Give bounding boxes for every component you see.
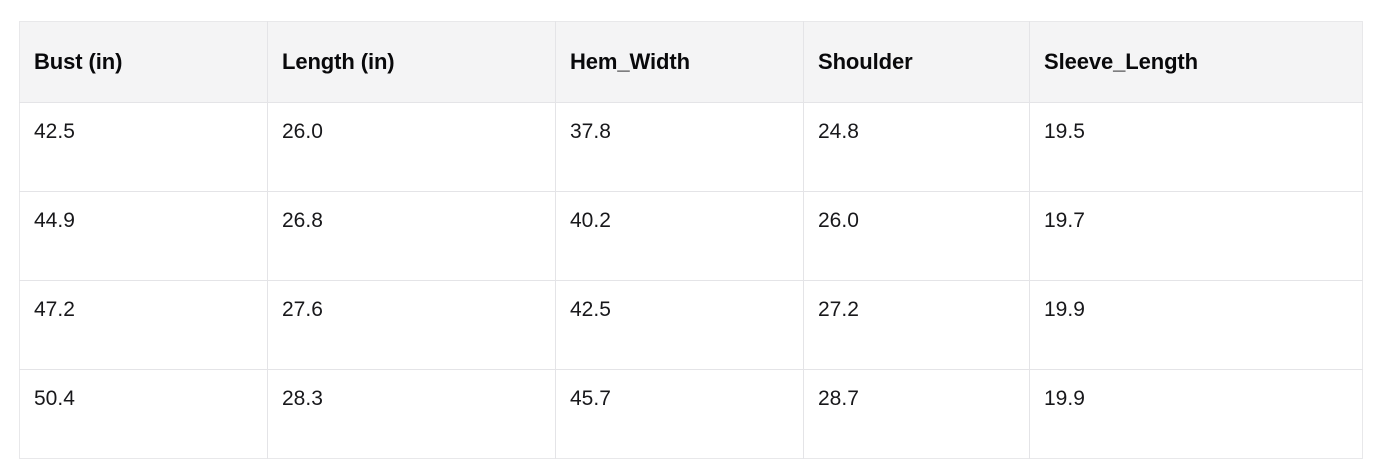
cell-length: 28.3 — [267, 369, 556, 459]
size-chart-table: Bust (in) Length (in) Hem_Width Shoulder… — [19, 21, 1363, 459]
cell-sleeve-length: 19.9 — [1029, 280, 1363, 370]
header-row: Bust (in) Length (in) Hem_Width Shoulder… — [19, 21, 1363, 103]
cell-sleeve-length: 19.7 — [1029, 191, 1363, 281]
page-root: Bust (in) Length (in) Hem_Width Shoulder… — [19, 21, 1363, 459]
column-header-hem-width[interactable]: Hem_Width — [555, 21, 804, 103]
cell-length: 27.6 — [267, 280, 556, 370]
table-row: 47.2 27.6 42.5 27.2 19.9 — [19, 280, 1363, 370]
cell-length: 26.8 — [267, 191, 556, 281]
cell-shoulder: 27.2 — [803, 280, 1030, 370]
cell-length: 26.0 — [267, 102, 556, 192]
cell-shoulder: 24.8 — [803, 102, 1030, 192]
cell-hem-width: 37.8 — [555, 102, 804, 192]
table-row: 44.9 26.8 40.2 26.0 19.7 — [19, 191, 1363, 281]
cell-shoulder: 26.0 — [803, 191, 1030, 281]
cell-shoulder: 28.7 — [803, 369, 1030, 459]
cell-hem-width: 42.5 — [555, 280, 804, 370]
table-row: 42.5 26.0 37.8 24.8 19.5 — [19, 102, 1363, 192]
cell-bust: 50.4 — [19, 369, 268, 459]
column-header-shoulder[interactable]: Shoulder — [803, 21, 1030, 103]
cell-bust: 44.9 — [19, 191, 268, 281]
size-table-container: Bust (in) Length (in) Hem_Width Shoulder… — [19, 21, 1363, 459]
cell-hem-width: 45.7 — [555, 369, 804, 459]
column-header-sleeve-length[interactable]: Sleeve_Length — [1029, 21, 1363, 103]
cell-sleeve-length: 19.9 — [1029, 369, 1363, 459]
cell-bust: 42.5 — [19, 102, 268, 192]
cell-bust: 47.2 — [19, 280, 268, 370]
cell-hem-width: 40.2 — [555, 191, 804, 281]
cell-sleeve-length: 19.5 — [1029, 102, 1363, 192]
column-header-length[interactable]: Length (in) — [267, 21, 556, 103]
table-row: 50.4 28.3 45.7 28.7 19.9 — [19, 369, 1363, 459]
table-header: Bust (in) Length (in) Hem_Width Shoulder… — [19, 21, 1363, 103]
table-body: 42.5 26.0 37.8 24.8 19.5 44.9 26.8 40.2 … — [19, 102, 1363, 459]
column-header-bust[interactable]: Bust (in) — [19, 21, 268, 103]
